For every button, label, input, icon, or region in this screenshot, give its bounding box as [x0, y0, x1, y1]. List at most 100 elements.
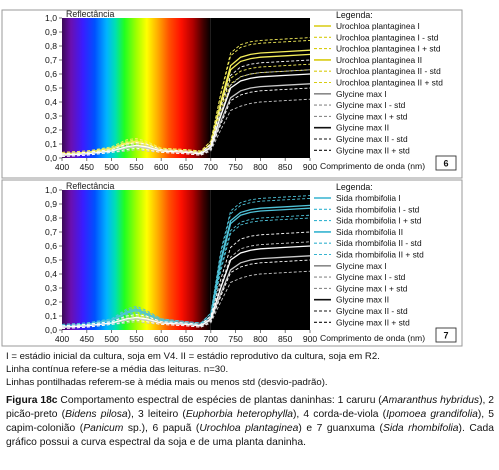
y-tick-label: 0,6: [45, 241, 57, 251]
caption-species-name: Amaranthus hybridus: [381, 395, 480, 406]
y-tick-label: 0,9: [45, 27, 57, 37]
panel-number: 6: [443, 159, 448, 169]
legend-label: Glycine max II: [336, 295, 389, 305]
note-line-1: I = estádio inicial da cultura, soja em …: [6, 351, 380, 362]
x-tick-label: 450: [80, 334, 95, 344]
y-tick-label: 0,2: [45, 297, 57, 307]
x-tick-label: 850: [278, 334, 293, 344]
y-tick-label: 0,0: [45, 153, 57, 163]
x-tick-label: 600: [154, 334, 169, 344]
y-tick-label: 0,5: [45, 83, 57, 93]
panel-number: 7: [443, 331, 448, 341]
x-tick-label: 800: [253, 334, 268, 344]
x-tick-label: 450: [80, 162, 95, 172]
x-tick-label: 900: [303, 162, 318, 172]
x-tick-label: 500: [104, 334, 119, 344]
caption-species-name: Ipomoea grandifolia: [386, 409, 478, 420]
x-tick-label: 550: [129, 334, 144, 344]
caption-species-name: Urochloa plantaginea: [199, 423, 299, 434]
legend-label: Urochloa plantaginea II - std: [336, 66, 441, 76]
nir-band: [210, 190, 310, 330]
y-tick-label: 0,4: [45, 97, 57, 107]
y-tick-label: 0,2: [45, 125, 57, 135]
caption-label: Figura 18c: [6, 395, 58, 406]
legend-label: Sida rhombifolia I + std: [336, 216, 422, 226]
series-line: [61, 195, 311, 325]
y-tick-label: 0,9: [45, 199, 57, 209]
legend-label: Urochloa plantaginea I - std: [336, 32, 439, 42]
caption-text: ), 5 capim-colonião (: [6, 409, 494, 434]
panel-border: [1, 179, 463, 347]
caption-text: ) e 7 guanxuma (: [298, 423, 383, 434]
legend-label: Glycine max II: [336, 123, 389, 133]
series-line: [61, 245, 311, 328]
panel-border: [1, 9, 463, 179]
figure-caption: Figura 18c Comportamento espectral de es…: [6, 394, 494, 450]
x-tick-label: 700: [204, 334, 219, 344]
x-tick-label: 750: [228, 334, 243, 344]
y-tick-label: 0,3: [45, 111, 57, 121]
legend-label: Sida rhombifolia I - std: [336, 204, 420, 214]
x-axis-label: Comprimento de onda (nm): [320, 161, 425, 171]
legend-label: Sida rhombifolia I: [336, 193, 401, 203]
panel-number-box: [435, 327, 457, 343]
caption-species-name: Panicum: [83, 423, 124, 434]
series-line: [61, 39, 311, 153]
caption-text: sp.), 6 papuã (: [123, 423, 200, 434]
x-tick-label: 850: [278, 162, 293, 172]
legend-label: Sida rhombifolia II + std: [336, 250, 424, 260]
caption-text: ), 2 picão-preto (: [6, 395, 494, 420]
y-tick-label: 0,4: [45, 269, 57, 279]
series-line: [61, 231, 311, 327]
legend-label: Urochloa plantaginea II + std: [336, 78, 443, 88]
y-axis-label: Reflectância: [66, 9, 115, 19]
x-tick-label: 650: [179, 162, 194, 172]
x-tick-label: 400: [55, 334, 70, 344]
x-tick-label: 550: [129, 162, 144, 172]
legend-label: Urochloa plantaginea II: [336, 55, 422, 65]
chart-panel-7: 0,0 0,1 0,2 0,3 0,4 0,5 0,6 0,7 0,8 0,9 1,0 400 450 5…: [1, 179, 463, 347]
visible-spectrum-band: [62, 18, 211, 158]
legend-label: Glycine max II + std: [336, 145, 410, 155]
legend-title: Legenda:: [336, 182, 373, 192]
y-tick-label: 0,1: [45, 311, 57, 321]
legend-label: Glycine max I - std: [336, 272, 406, 282]
series-line: [61, 73, 311, 156]
y-tick-label: 0,5: [45, 255, 57, 265]
x-axis-label: Comprimento de onda (nm): [320, 333, 425, 343]
note-line-2: Linha contínua refere-se a média das lei…: [6, 364, 229, 375]
caption-body: Comportamento espectral de espécies de p…: [6, 395, 494, 448]
x-tick-label: 650: [179, 334, 194, 344]
series-line: [61, 214, 311, 328]
series-line: [61, 37, 311, 153]
y-tick-label: 0,8: [45, 41, 57, 51]
x-tick-label: 700: [204, 162, 219, 172]
y-tick-label: 1,0: [45, 185, 57, 195]
x-tick-label: 600: [154, 162, 169, 172]
caption-species-name: Bidens pilosa: [65, 409, 128, 420]
legend-label: Urochloa plantaginea I: [336, 21, 420, 31]
y-tick-label: 0,0: [45, 325, 57, 335]
y-tick-label: 0,3: [45, 283, 57, 293]
y-tick-label: 0,7: [45, 227, 57, 237]
x-tick-label: 800: [253, 162, 268, 172]
series-line: [61, 59, 311, 155]
legend-label: Glycine max II + std: [336, 317, 410, 327]
legend-label: Urochloa plantaginea I + std: [336, 44, 441, 54]
caption-text: ). Cada gráfico possui a curva espectral…: [6, 423, 494, 448]
caption-text: Comportamento espectral de espécies de p…: [57, 395, 382, 406]
legend-label: Glycine max I: [336, 89, 387, 99]
y-tick-label: 0,8: [45, 213, 57, 223]
legend-label: Glycine max II - std: [336, 306, 408, 316]
legend-label: Glycine max I + std: [336, 111, 408, 121]
x-tick-label: 750: [228, 162, 243, 172]
y-tick-label: 0,1: [45, 139, 57, 149]
legend-label: Glycine max I + std: [336, 283, 408, 293]
y-tick-label: 1,0: [45, 13, 57, 23]
legend-label: Glycine max I: [336, 261, 387, 271]
panel-number-box: [435, 155, 457, 171]
legend-label: Sida rhombifolia II - std: [336, 238, 422, 248]
chart-panel-6: 0,0 0,1 0,2 0,3 0,4 0,5 0,6 0,7 0,8 0,9 1,0 400 450 5…: [1, 9, 463, 179]
charts-svg: 0,0 0,1 0,2 0,3 0,4 0,5 0,6 0,7 0,8 0,9 1,0 400 450 5…: [1, 9, 463, 347]
